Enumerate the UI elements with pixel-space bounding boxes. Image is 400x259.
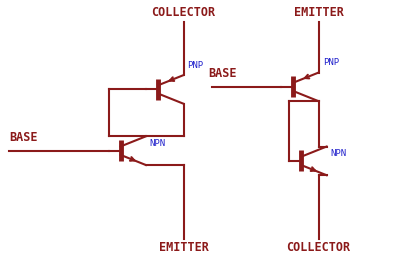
Text: NPN: NPN [330,149,347,158]
Text: EMITTER: EMITTER [294,6,344,19]
Text: COLLECTOR: COLLECTOR [287,241,351,254]
Text: PNP: PNP [323,59,339,67]
Text: NPN: NPN [150,139,166,148]
Text: BASE: BASE [9,131,38,144]
Text: EMITTER: EMITTER [159,241,208,254]
Text: COLLECTOR: COLLECTOR [152,6,216,19]
Text: BASE: BASE [208,68,236,81]
Text: PNP: PNP [188,61,204,70]
